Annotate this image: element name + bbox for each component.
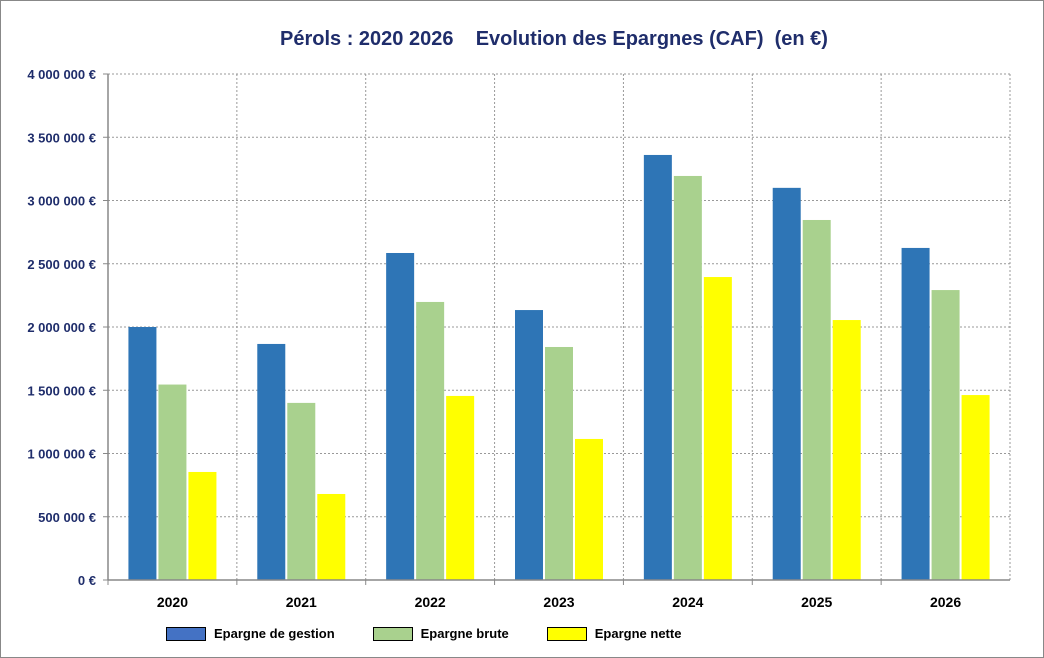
legend-swatch bbox=[166, 626, 206, 641]
bar-epargne-brute-2020 bbox=[158, 384, 187, 580]
bar-epargne-brute-2026 bbox=[931, 290, 960, 580]
legend: Epargne de gestion Epargne brute Epargne… bbox=[166, 626, 719, 641]
x-tick-label: 2023 bbox=[543, 594, 574, 610]
bar-epargne-de-gestion-2026 bbox=[901, 247, 930, 580]
bar-epargne-nette-2024 bbox=[703, 277, 732, 580]
bar-epargne-de-gestion-2024 bbox=[643, 154, 672, 580]
y-tick-label: 500 000 € bbox=[38, 510, 96, 525]
x-tick-label: 2026 bbox=[930, 594, 961, 610]
y-tick-label: 1 000 000 € bbox=[27, 447, 96, 462]
bar-epargne-nette-2022 bbox=[446, 395, 475, 580]
legend-swatch bbox=[546, 626, 587, 641]
legend-label: Epargne brute bbox=[420, 626, 509, 641]
bar-epargne-brute-2022 bbox=[416, 301, 445, 580]
y-tick-label: 0 € bbox=[78, 573, 96, 588]
x-tick-label: 2020 bbox=[157, 594, 188, 610]
y-tick-label: 4 000 000 € bbox=[27, 67, 96, 82]
bar-epargne-de-gestion-2023 bbox=[515, 310, 543, 580]
bar-epargne-nette-2020 bbox=[188, 471, 217, 580]
y-tick-label: 3 000 000 € bbox=[27, 194, 96, 209]
bar-epargne-brute-2021 bbox=[287, 402, 316, 580]
y-tick-label: 2 500 000 € bbox=[27, 257, 96, 272]
legend-item-gestion: Epargne de gestion bbox=[166, 626, 335, 641]
bar-epargne-de-gestion-2025 bbox=[772, 187, 801, 580]
legend-label: Epargne nette bbox=[594, 626, 682, 641]
legend-item-brute: Epargne brute bbox=[372, 626, 509, 641]
bar-epargne-brute-2024 bbox=[673, 175, 702, 581]
bar-epargne-nette-2025 bbox=[832, 320, 861, 580]
x-tick-label: 2022 bbox=[415, 594, 446, 610]
x-tick-label: 2024 bbox=[672, 594, 703, 610]
y-tick-label: 1 500 000 € bbox=[27, 383, 96, 398]
bar-epargne-brute-2023 bbox=[545, 346, 573, 580]
bar-epargne-de-gestion-2020 bbox=[128, 327, 157, 580]
y-tick-label: 2 000 000 € bbox=[27, 320, 96, 335]
chart-title: Pérols : 2020 2026 Evolution des Epargne… bbox=[280, 28, 828, 50]
legend-item-nette: Epargne nette bbox=[546, 626, 682, 641]
x-tick-label: 2025 bbox=[801, 594, 832, 610]
x-tick-label: 2021 bbox=[286, 594, 317, 610]
y-tick-label: 3 500 000 € bbox=[27, 130, 96, 145]
bar-epargne-nette-2021 bbox=[317, 493, 346, 580]
bar-epargne-de-gestion-2022 bbox=[386, 252, 415, 580]
bar-epargne-nette-2023 bbox=[575, 438, 603, 580]
legend-label: Epargne de gestion bbox=[214, 626, 335, 641]
legend-swatch bbox=[372, 626, 413, 641]
bar-epargne-de-gestion-2021 bbox=[257, 343, 286, 580]
bar-epargne-nette-2026 bbox=[961, 395, 990, 580]
bar-epargne-brute-2025 bbox=[802, 219, 831, 580]
